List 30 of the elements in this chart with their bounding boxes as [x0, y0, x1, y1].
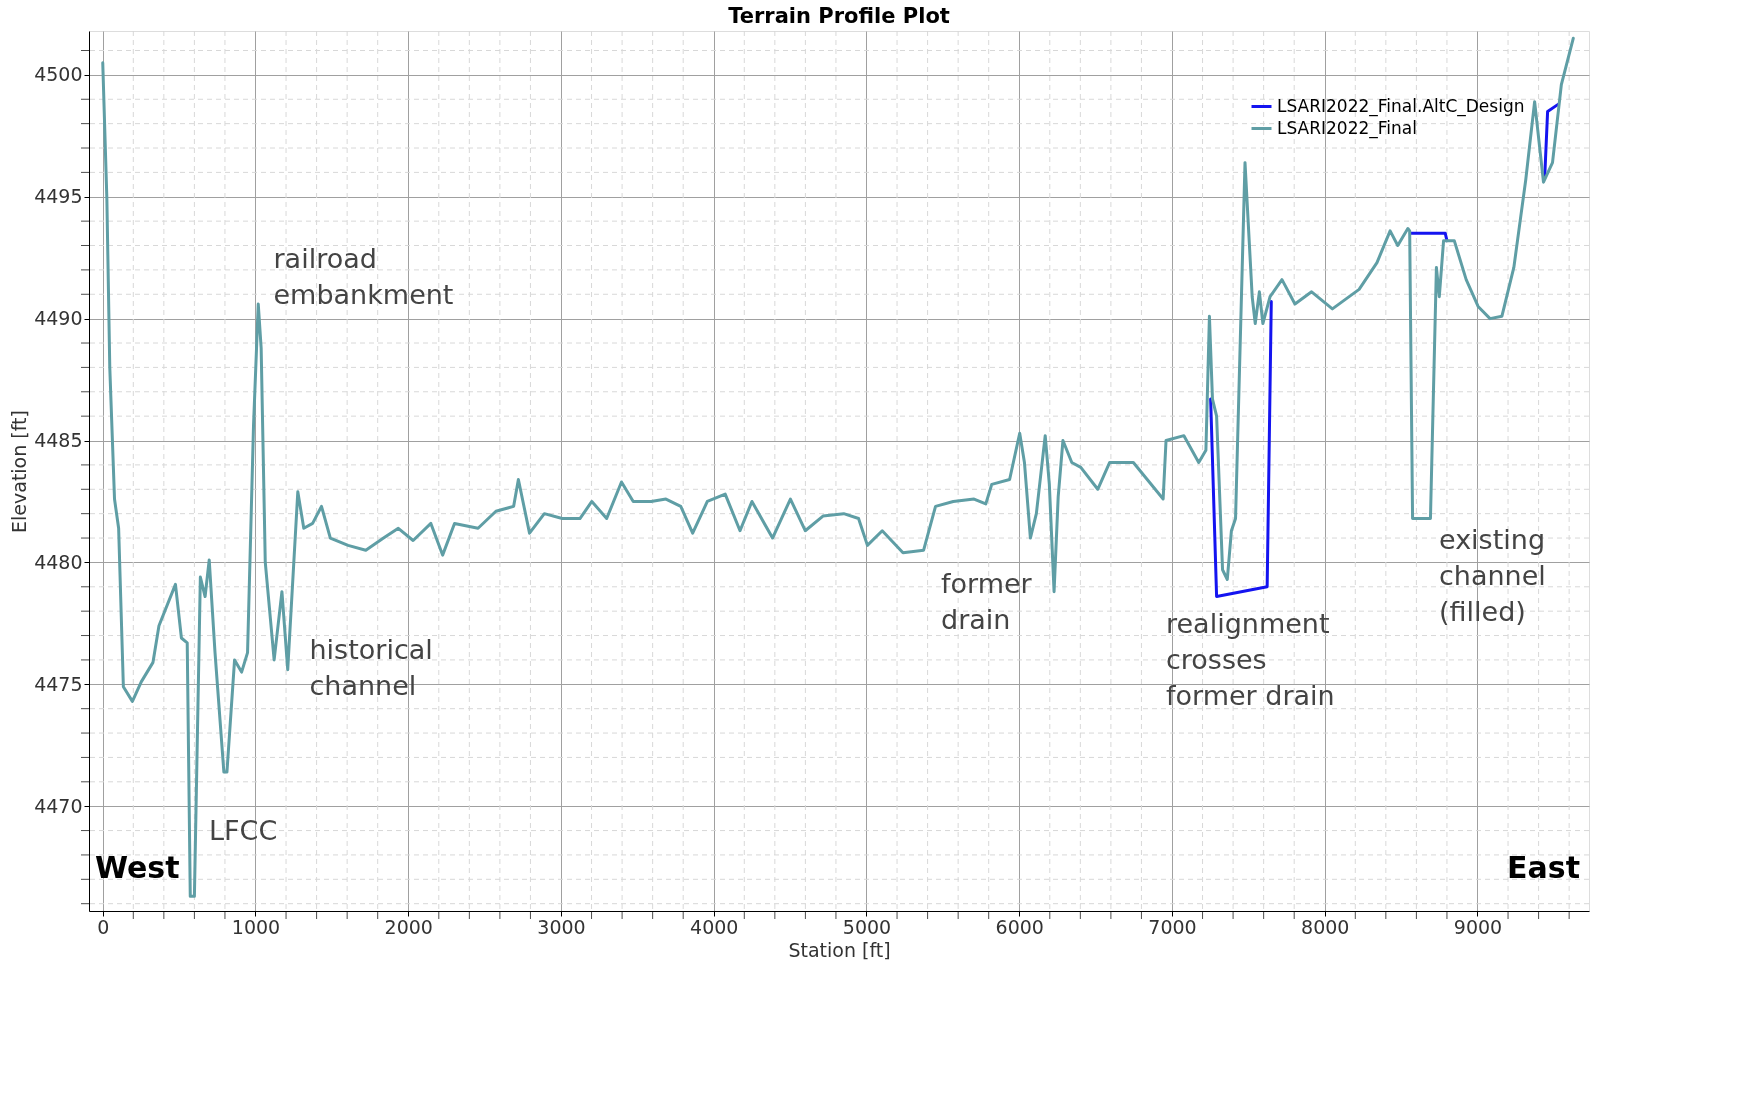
x-tick-label: 7000	[1148, 915, 1197, 938]
legend-label: LSARI2022_Final.AltC_Design	[1277, 95, 1525, 117]
annotation: realignment crosses former drain	[1166, 607, 1335, 711]
annotation: West	[95, 849, 180, 885]
x-tick-label: 2000	[384, 915, 433, 938]
x-axis-title: Station [ft]	[788, 938, 891, 961]
x-tick-label: 8000	[1301, 915, 1350, 938]
legend-label: LSARI2022_Final	[1277, 117, 1417, 139]
x-tick-label: 0	[97, 915, 110, 938]
chart-title: Terrain Profile Plot	[728, 3, 950, 28]
annotation: former drain	[941, 568, 1033, 636]
annotation: railroad embankment	[273, 242, 454, 310]
y-tick-label: 4470	[34, 794, 83, 817]
annotation: East	[1507, 849, 1580, 885]
x-tick-label: 6000	[995, 915, 1044, 938]
y-tick-label: 4485	[34, 429, 83, 452]
x-tick-label: 5000	[842, 915, 892, 938]
x-tick-label: 9000	[1453, 915, 1503, 938]
x-tick-label: 1000	[231, 915, 281, 938]
x-tick-label: 3000	[537, 915, 586, 938]
y-tick-label: 4490	[34, 307, 83, 330]
y-axis-title: Elevation [ft]	[8, 410, 31, 533]
y-tick-label: 4495	[34, 185, 83, 208]
y-tick-label: 4475	[34, 672, 83, 695]
annotation: LFCC	[209, 814, 278, 846]
x-tick-label: 4000	[690, 915, 739, 938]
y-tick-label: 4480	[34, 550, 83, 573]
annotation: existing channel (filled)	[1439, 524, 1546, 628]
annotation: historical channel	[309, 634, 433, 702]
y-tick-label: 4500	[34, 63, 83, 86]
